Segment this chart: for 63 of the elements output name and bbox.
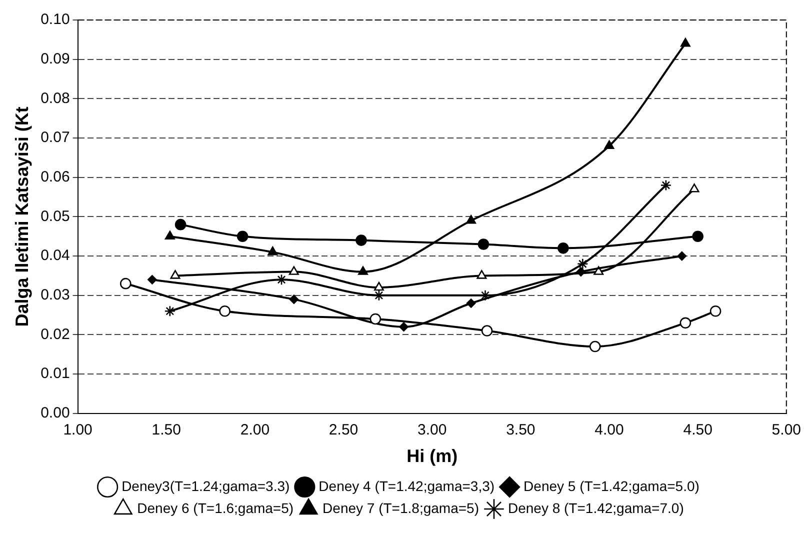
point xyxy=(660,180,672,191)
legend-label: Deney 6 (T=1.6;gama=5) xyxy=(137,500,294,516)
point xyxy=(689,184,700,192)
point xyxy=(236,230,248,242)
point xyxy=(164,305,176,317)
point xyxy=(356,234,367,246)
point xyxy=(466,214,476,224)
legend-label: Deney3(T=1.24;gama=3.3) xyxy=(122,478,290,494)
y-tick-label: 0.10 xyxy=(40,11,70,28)
y-tick-label: 0.06 xyxy=(40,168,70,186)
y-tick-label: 0.07 xyxy=(40,129,70,146)
x-axis-title: Hi (m) xyxy=(406,446,458,466)
y-tick-label: 0.08 xyxy=(40,90,70,107)
x-tick-label: 4.00 xyxy=(594,422,624,439)
point xyxy=(677,251,687,261)
point xyxy=(710,305,722,317)
legend-label: Deney 8 (T=1.42;gama=7.0) xyxy=(508,500,684,516)
point xyxy=(476,270,487,279)
point xyxy=(268,246,278,256)
y-tick-label: 0.03 xyxy=(40,286,70,304)
point xyxy=(481,325,493,336)
point xyxy=(120,278,132,290)
y-axis-title: Dalga Iletimi Katsayisi (Kt xyxy=(12,106,32,327)
point xyxy=(219,305,230,317)
point xyxy=(576,267,586,276)
point xyxy=(692,230,704,242)
point xyxy=(466,298,476,308)
point xyxy=(680,317,692,329)
x-tick-label: 2.00 xyxy=(240,422,270,439)
x-tick-label: 3.00 xyxy=(417,422,447,439)
x-tick-label: 2.50 xyxy=(328,422,358,439)
x-tick-label: 1.00 xyxy=(63,422,92,439)
point xyxy=(558,242,569,254)
legend-label: Deney 7 (T=1.8;gama=5) xyxy=(322,500,479,516)
point xyxy=(148,274,157,284)
y-tick-label: 0.04 xyxy=(40,247,70,264)
point xyxy=(480,290,491,302)
y-tick-label: 0.02 xyxy=(40,326,70,343)
point xyxy=(164,230,175,240)
point xyxy=(478,238,490,250)
point xyxy=(289,294,299,304)
point xyxy=(399,322,408,332)
point xyxy=(577,258,588,270)
y-tick-label: 0.05 xyxy=(40,208,70,225)
legend-label: Deney 5 (T=1.42;gama=5.0) xyxy=(524,478,700,494)
y-tick-label: 0.00 xyxy=(40,404,70,422)
point xyxy=(680,38,690,47)
x-tick-label: 5.00 xyxy=(772,422,802,439)
x-tick-label: 3.50 xyxy=(506,422,536,439)
point xyxy=(604,140,614,150)
point xyxy=(374,282,384,291)
point xyxy=(170,270,180,279)
point xyxy=(174,218,186,230)
x-tick-label: 1.50 xyxy=(152,422,181,439)
x-tick-label: 4.50 xyxy=(683,422,712,439)
y-tick-label: 0.09 xyxy=(40,50,70,68)
y-tick-label: 0.01 xyxy=(40,365,70,382)
point xyxy=(589,340,601,352)
point xyxy=(370,313,382,325)
legend-label: Deney 4 (T=1.42;gama=3,3) xyxy=(318,478,495,494)
point xyxy=(358,266,368,275)
point xyxy=(288,266,299,275)
point xyxy=(594,266,604,275)
